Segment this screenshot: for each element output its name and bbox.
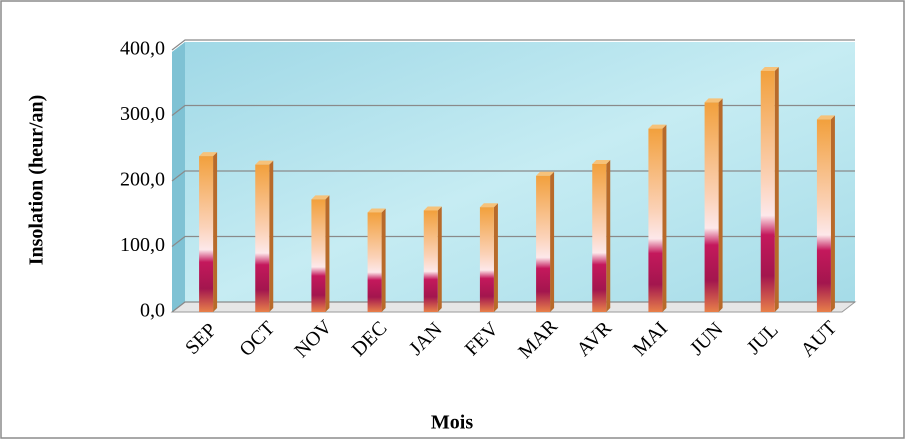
bar	[424, 210, 438, 312]
bar-side	[213, 152, 217, 312]
plot-wall	[172, 42, 855, 312]
bar-side	[438, 206, 442, 312]
bar	[255, 165, 269, 312]
bar	[705, 102, 719, 312]
bar-side	[269, 161, 273, 312]
y-tick-label: 0,0	[140, 300, 165, 322]
bar-side	[494, 203, 498, 312]
bar-side	[325, 195, 329, 312]
bar-side	[719, 98, 723, 312]
y-tick-label: 200,0	[120, 169, 165, 191]
chart: Insolation (heur/an) Mois 0,0 100,0 200,0 3…	[0, 0, 905, 439]
floor	[172, 302, 855, 312]
y-tick-label: 100,0	[120, 234, 165, 256]
bar	[648, 129, 662, 312]
bar	[761, 71, 775, 312]
bar	[480, 207, 494, 312]
bar-side	[831, 115, 835, 312]
bar	[592, 164, 606, 312]
y-axis-title: Insolation (heur/an)	[26, 95, 48, 266]
bar-side	[662, 125, 666, 312]
bar-side	[775, 67, 779, 312]
bar-side	[382, 208, 386, 312]
bar	[536, 176, 550, 312]
bar-side	[606, 160, 610, 312]
bar	[817, 119, 831, 312]
bar	[311, 199, 325, 312]
x-axis-title: Mois	[431, 412, 473, 434]
side-wall	[172, 42, 185, 312]
y-tick-label: 400,0	[120, 38, 165, 60]
bar	[368, 212, 382, 312]
y-tick-label: 300,0	[120, 103, 165, 125]
bar	[199, 156, 213, 312]
bar-side	[550, 172, 554, 312]
